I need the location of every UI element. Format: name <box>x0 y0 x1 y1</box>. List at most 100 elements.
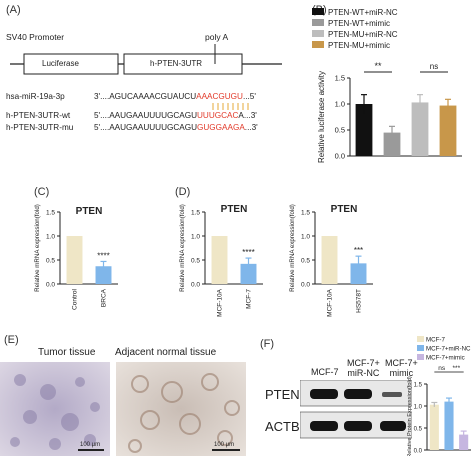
bar <box>355 104 373 156</box>
mu-sequence: 5'....AAUGAAUUUUGCAGUGUGGAAGA...3' <box>94 123 258 132</box>
lane-label-3: MCF-7+ mimic <box>385 358 418 378</box>
bar <box>429 404 439 450</box>
panel-a-label: (A) <box>6 4 21 16</box>
legend-swatch <box>312 8 324 15</box>
sig-label: ns <box>438 365 446 372</box>
x-tick-label: HS578T <box>356 289 363 313</box>
y-tick-label: 0.0 <box>46 282 55 289</box>
wt-sequence: 5'....AAUGAAUUUUGCAGUUUUGCACA...3' <box>94 111 257 120</box>
scale-label-1: 100 μm <box>80 442 101 448</box>
y-tick-label: 0.5 <box>335 126 345 135</box>
luciferase-box <box>23 53 119 75</box>
legend-swatch <box>312 41 324 48</box>
y-tick-label: 0.0 <box>414 449 423 455</box>
y-tick-label: 0.0 <box>335 152 345 161</box>
y-tick-label: 0.5 <box>414 427 423 433</box>
tumor-title: Tumor tissue <box>38 347 96 358</box>
actb-band-2 <box>344 421 372 431</box>
sig-label: **** <box>242 248 254 257</box>
bar <box>240 263 257 284</box>
panel-c-label: (C) <box>34 186 50 198</box>
legend-label: PTEN-WT+miR-NC <box>328 8 398 17</box>
pten-band-1 <box>310 389 338 399</box>
western-blot <box>300 380 412 439</box>
legend-label: PTEN-MU+miR-NC <box>328 30 398 39</box>
bar <box>350 263 367 284</box>
y-tick-label: 1.0 <box>301 234 310 241</box>
legend-label: MCF-7+miR-NC <box>426 346 471 353</box>
histology-images <box>0 362 246 456</box>
legend-swatch <box>417 345 424 351</box>
y-tick-label: 1.5 <box>301 210 310 217</box>
y-tick-label: 0.0 <box>191 282 200 289</box>
band-label-actb: ACTB <box>265 419 300 434</box>
x-tick-label: MCF-7 <box>246 289 253 309</box>
bar <box>66 236 83 284</box>
chart-title: PTEN <box>331 204 358 215</box>
band-label-pten: PTEN <box>265 387 300 402</box>
sig-label: ns <box>430 62 438 71</box>
bar <box>411 102 429 156</box>
chart-title: PTEN <box>76 206 103 217</box>
construct-diagram <box>10 44 282 110</box>
x-tick-label: MCF-10A <box>217 288 224 316</box>
wt-name: h-PTEN-3UTR-wt <box>6 111 71 120</box>
y-tick-label: 1.0 <box>191 234 200 241</box>
bar <box>439 105 457 156</box>
actb-band-3 <box>380 421 406 431</box>
polya-label: poly A <box>205 32 229 42</box>
bar <box>459 434 469 450</box>
lane-label-1: MCF-7 <box>311 367 339 377</box>
legend-label: PTEN-MU+mimic <box>328 41 390 50</box>
panel-e-label: (E) <box>4 334 19 346</box>
y-tick-label: 0.0 <box>301 282 310 289</box>
y-tick-label: 1.0 <box>46 234 55 241</box>
legend-swatch <box>312 19 324 26</box>
chart-title: PTEN <box>221 204 248 215</box>
pten-band-2 <box>344 389 372 399</box>
mirna-name: hsa-miR-19a-3p <box>6 92 65 101</box>
y-tick-label: 1.0 <box>335 100 345 109</box>
promoter-label: SV40 Promoter <box>6 32 65 42</box>
y-tick-label: 0.5 <box>46 258 55 265</box>
chart-d2: 0.0 0.5 1.0 1.5 Relative mRNA expression(fol… <box>289 204 373 317</box>
y-axis-label: Relative mRNA expression(fold) <box>34 204 41 292</box>
legend-label: PTEN-WT+mimic <box>328 19 390 28</box>
y-tick-label: 1.5 <box>414 383 423 389</box>
y-axis-label: Relative mRNA expression(fold) <box>289 204 296 292</box>
luciferase-label: Luciferase <box>42 59 79 68</box>
y-tick-label: 1.5 <box>335 74 345 83</box>
panel-f-label: (F) <box>260 338 275 350</box>
utr-box <box>123 53 243 75</box>
legend-label: MCF-7+mimic <box>426 355 465 362</box>
mu-name: h-PTEN-3UTR-mu <box>6 123 74 132</box>
lane-label-2: MCF-7+ miR-NC <box>347 358 380 378</box>
panel-d-label: (D) <box>175 186 191 198</box>
bar <box>444 401 454 450</box>
mirna-sequence: 3'....AGUCAAAACGUAUCUAAACGUGU...5' <box>94 92 256 101</box>
y-tick-label: 0.5 <box>191 258 200 265</box>
y-axis-label: Relative mRNA expression(fold) <box>179 204 186 292</box>
scale-label-2: 100 μm <box>214 442 235 448</box>
y-axis-label: Relative luciferase activity <box>317 71 326 163</box>
sig-label: **** <box>97 251 109 260</box>
normal-title: Adjacent normal tissue <box>115 347 217 358</box>
bar <box>211 236 228 284</box>
chart-c: 0.0 0.5 1.0 1.5 Relative mRNA expression(fol… <box>34 204 118 310</box>
chart-b: 0.0 0.5 1.0 1.5 Relative luciferase activity… <box>312 8 462 163</box>
bar <box>321 236 338 284</box>
bar <box>95 266 112 284</box>
x-tick-label: BRCA <box>101 288 108 307</box>
bar <box>383 132 401 156</box>
legend-swatch <box>312 30 324 37</box>
legend-swatch <box>417 354 424 360</box>
y-axis-label: Relative Protein Expression(fold) <box>407 376 413 456</box>
x-tick-label: MCF-10A <box>327 288 334 316</box>
utr-label: h-PTEN-3UTR <box>150 59 203 68</box>
chart-d1: 0.0 0.5 1.0 1.5 Relative mRNA expression(fol… <box>179 204 263 317</box>
sig-label: *** <box>453 365 461 372</box>
y-tick-label: 0.5 <box>301 258 310 265</box>
x-tick-label: Control <box>72 288 79 310</box>
y-tick-label: 1.0 <box>414 405 423 411</box>
